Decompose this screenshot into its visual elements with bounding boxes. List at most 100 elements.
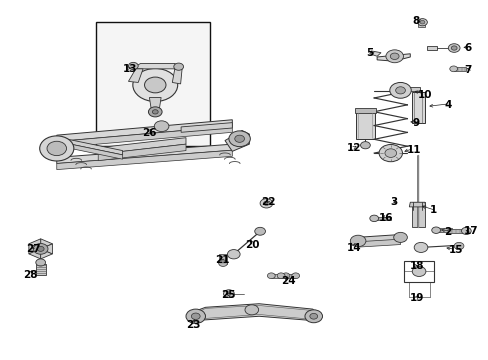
Circle shape: [369, 215, 378, 222]
Circle shape: [461, 227, 470, 234]
Text: 19: 19: [409, 293, 424, 303]
Polygon shape: [41, 249, 52, 259]
Bar: [453, 67, 465, 71]
Circle shape: [277, 273, 285, 279]
Text: 21: 21: [215, 255, 229, 265]
Polygon shape: [358, 239, 400, 247]
Polygon shape: [29, 249, 41, 259]
Circle shape: [148, 107, 162, 117]
Text: 14: 14: [346, 243, 361, 253]
Text: 28: 28: [23, 270, 38, 280]
Circle shape: [389, 82, 410, 98]
Text: 12: 12: [346, 143, 361, 153]
Polygon shape: [369, 51, 380, 56]
Circle shape: [228, 131, 250, 147]
Polygon shape: [41, 239, 52, 249]
Bar: [447, 229, 463, 233]
Bar: [374, 217, 390, 220]
Polygon shape: [376, 54, 409, 61]
Circle shape: [360, 141, 369, 149]
Polygon shape: [128, 69, 143, 82]
Circle shape: [447, 44, 459, 52]
Circle shape: [260, 199, 272, 208]
Circle shape: [449, 66, 457, 72]
Circle shape: [291, 273, 299, 279]
Circle shape: [267, 273, 275, 279]
Circle shape: [417, 19, 427, 26]
Text: 10: 10: [417, 90, 431, 100]
Text: 17: 17: [463, 226, 478, 236]
Circle shape: [385, 50, 403, 63]
Text: 15: 15: [447, 245, 462, 255]
Polygon shape: [195, 306, 314, 319]
Bar: [271, 274, 285, 278]
Text: 7: 7: [463, 64, 470, 75]
Circle shape: [282, 273, 289, 279]
Polygon shape: [57, 150, 232, 170]
Text: 11: 11: [406, 144, 420, 154]
Text: 27: 27: [26, 244, 41, 254]
Circle shape: [33, 243, 48, 254]
Circle shape: [37, 246, 44, 251]
Text: 24: 24: [281, 276, 295, 286]
Circle shape: [389, 53, 398, 59]
Polygon shape: [29, 244, 41, 254]
Circle shape: [128, 62, 138, 69]
Bar: [427, 46, 436, 50]
Circle shape: [191, 313, 200, 319]
Bar: [436, 228, 451, 232]
Bar: [218, 253, 227, 264]
Circle shape: [144, 77, 165, 93]
Polygon shape: [190, 304, 317, 320]
Polygon shape: [224, 131, 249, 151]
Polygon shape: [57, 141, 122, 159]
Text: 20: 20: [245, 239, 260, 249]
Text: 26: 26: [142, 128, 156, 138]
Circle shape: [40, 136, 74, 161]
Bar: [355, 112, 374, 139]
Bar: [390, 87, 419, 91]
Text: 13: 13: [122, 64, 137, 74]
Polygon shape: [98, 144, 185, 161]
Polygon shape: [408, 202, 425, 207]
Bar: [417, 24, 424, 27]
Circle shape: [227, 249, 240, 259]
Circle shape: [453, 242, 463, 249]
Circle shape: [234, 135, 244, 142]
Text: 1: 1: [429, 206, 436, 216]
Text: 6: 6: [463, 43, 470, 53]
Circle shape: [254, 227, 265, 235]
Circle shape: [152, 110, 158, 114]
Bar: [96, 22, 210, 146]
Circle shape: [419, 21, 424, 24]
Polygon shape: [29, 239, 41, 249]
Polygon shape: [149, 98, 161, 110]
Circle shape: [395, 87, 405, 94]
Bar: [404, 261, 433, 282]
Text: 25: 25: [221, 290, 235, 300]
Polygon shape: [57, 144, 232, 163]
Text: 23: 23: [185, 320, 200, 330]
Circle shape: [450, 46, 456, 50]
Circle shape: [309, 314, 317, 319]
Circle shape: [393, 232, 407, 242]
Polygon shape: [41, 244, 52, 254]
Circle shape: [305, 310, 322, 323]
Circle shape: [47, 141, 66, 156]
Text: 9: 9: [412, 118, 419, 128]
Text: 5: 5: [366, 48, 373, 58]
Circle shape: [263, 201, 269, 206]
Bar: [354, 108, 375, 113]
Circle shape: [431, 227, 440, 233]
Circle shape: [349, 235, 365, 247]
Polygon shape: [57, 126, 232, 148]
Bar: [411, 92, 425, 123]
Bar: [281, 274, 294, 278]
Circle shape: [173, 63, 183, 70]
Polygon shape: [131, 63, 182, 69]
Circle shape: [218, 260, 227, 266]
Text: 4: 4: [444, 100, 451, 110]
Text: 3: 3: [390, 197, 397, 207]
Circle shape: [226, 292, 231, 296]
Polygon shape: [57, 120, 232, 141]
